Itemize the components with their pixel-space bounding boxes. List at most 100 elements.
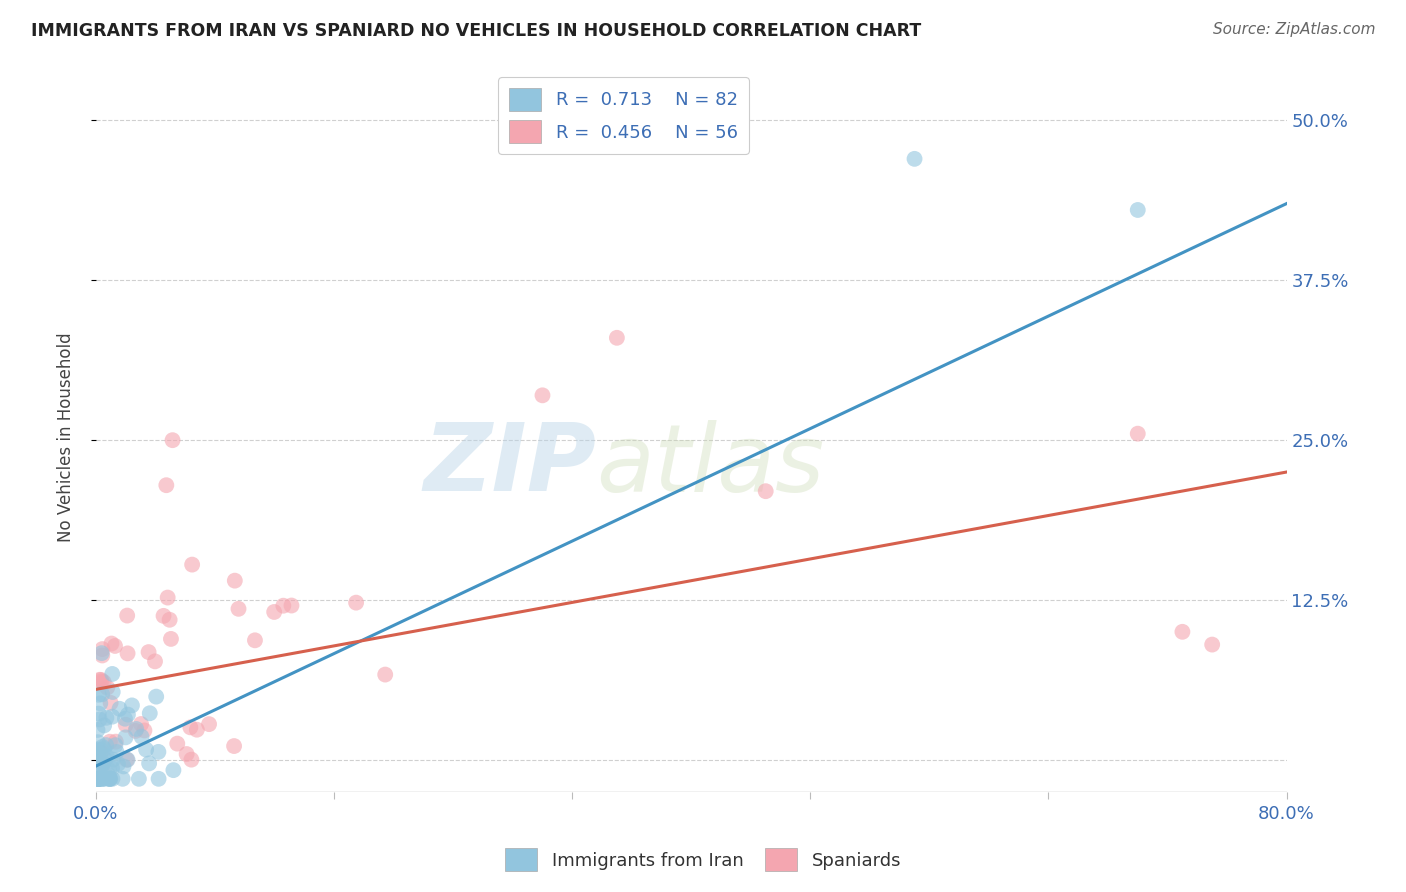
Point — [104, 738, 127, 752]
Point — [145, 690, 167, 704]
Point — [129, 717, 152, 731]
Point — [93, 741, 115, 756]
Point — [143, 654, 166, 668]
Point — [903, 152, 925, 166]
Point — [89, 772, 111, 786]
Point — [108, 702, 131, 716]
Point — [162, 763, 184, 777]
Point — [224, 574, 246, 588]
Point — [91, 687, 114, 701]
Point — [93, 718, 115, 732]
Point — [96, 681, 118, 695]
Point — [86, 772, 108, 786]
Point — [87, 772, 110, 786]
Point — [96, 711, 118, 725]
Legend: Immigrants from Iran, Spaniards: Immigrants from Iran, Spaniards — [498, 841, 908, 879]
Point — [101, 772, 124, 786]
Point — [228, 602, 250, 616]
Point — [98, 764, 121, 778]
Point — [91, 772, 114, 786]
Point — [114, 712, 136, 726]
Text: IMMIGRANTS FROM IRAN VS SPANIARD NO VEHICLES IN HOUSEHOLD CORRELATION CHART: IMMIGRANTS FROM IRAN VS SPANIARD NO VEHI… — [31, 22, 921, 40]
Point — [117, 707, 139, 722]
Point — [162, 433, 184, 447]
Point — [93, 675, 115, 690]
Point — [94, 752, 117, 766]
Point — [90, 757, 112, 772]
Point — [125, 722, 148, 736]
Point — [87, 688, 110, 702]
Point — [138, 756, 160, 771]
Point — [148, 772, 170, 786]
Point — [91, 772, 114, 786]
Point — [89, 753, 111, 767]
Point — [86, 723, 108, 737]
Point — [273, 599, 295, 613]
Point — [114, 718, 136, 732]
Point — [101, 667, 124, 681]
Point — [1201, 638, 1223, 652]
Point — [101, 753, 124, 767]
Point — [128, 772, 150, 786]
Point — [89, 673, 111, 687]
Point — [176, 747, 198, 761]
Point — [90, 673, 112, 687]
Point — [117, 646, 139, 660]
Legend: R =  0.713    N = 82, R =  0.456    N = 56: R = 0.713 N = 82, R = 0.456 N = 56 — [498, 77, 748, 154]
Point — [124, 723, 146, 738]
Point — [755, 484, 778, 499]
Point — [86, 772, 108, 786]
Point — [1171, 624, 1194, 639]
Point — [152, 608, 174, 623]
Point — [243, 633, 266, 648]
Point — [93, 772, 115, 786]
Point — [139, 706, 162, 721]
Text: ZIP: ZIP — [423, 419, 596, 511]
Point — [531, 388, 554, 402]
Point — [91, 642, 114, 657]
Point — [111, 772, 134, 786]
Point — [1126, 202, 1149, 217]
Text: Source: ZipAtlas.com: Source: ZipAtlas.com — [1212, 22, 1375, 37]
Point — [138, 645, 160, 659]
Point — [94, 738, 117, 752]
Point — [179, 720, 201, 734]
Point — [198, 717, 221, 731]
Point — [104, 734, 127, 748]
Point — [98, 772, 121, 786]
Point — [97, 768, 120, 782]
Text: atlas: atlas — [596, 420, 824, 511]
Y-axis label: No Vehicles in Household: No Vehicles in Household — [58, 332, 75, 541]
Point — [104, 639, 127, 653]
Point — [117, 753, 139, 767]
Point — [98, 735, 121, 749]
Point — [91, 739, 114, 754]
Point — [114, 731, 136, 745]
Point — [89, 772, 111, 786]
Point — [86, 743, 108, 757]
Point — [606, 331, 628, 345]
Point — [115, 753, 138, 767]
Point — [180, 753, 202, 767]
Point — [105, 745, 128, 759]
Point — [98, 772, 121, 786]
Point — [115, 608, 138, 623]
Point — [374, 667, 396, 681]
Point — [107, 756, 129, 771]
Point — [90, 746, 112, 760]
Point — [96, 750, 118, 764]
Point — [89, 760, 111, 774]
Point — [121, 698, 143, 713]
Point — [86, 772, 108, 786]
Point — [135, 742, 157, 756]
Point — [1126, 426, 1149, 441]
Point — [100, 636, 122, 650]
Point — [87, 706, 110, 721]
Point — [98, 772, 121, 786]
Point — [156, 591, 179, 605]
Point — [87, 772, 110, 786]
Point — [101, 709, 124, 723]
Point — [166, 737, 188, 751]
Point — [148, 745, 170, 759]
Point — [263, 605, 285, 619]
